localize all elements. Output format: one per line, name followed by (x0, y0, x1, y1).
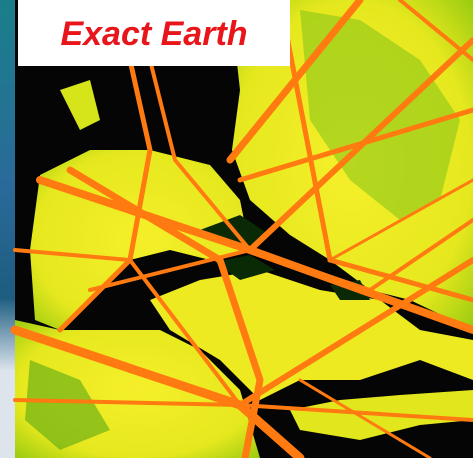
title-box (18, 0, 290, 66)
lane (88, 218, 473, 293)
lane (148, 58, 252, 252)
island-2 (215, 255, 275, 280)
lane (237, 107, 473, 183)
lane (66, 166, 264, 458)
edge-strip-bottom (0, 372, 18, 458)
lane (398, 0, 473, 62)
map-title: Exact Earth (60, 15, 247, 53)
lane (13, 248, 242, 407)
area-north-islet (60, 80, 100, 130)
shipping-lanes (10, 0, 473, 458)
area-dense-green (300, 10, 460, 220)
lane (237, 257, 473, 408)
edge-strip (0, 0, 18, 372)
lane (298, 378, 432, 458)
lane (57, 57, 153, 333)
lane (328, 178, 473, 262)
area-sw-green (25, 360, 110, 450)
